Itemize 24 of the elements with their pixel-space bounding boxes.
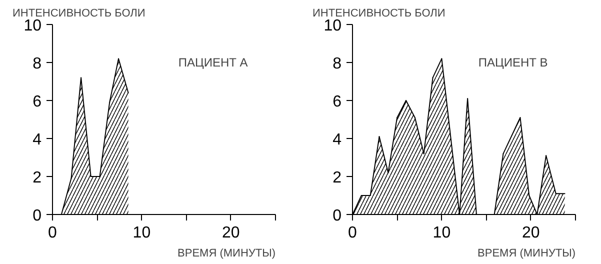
y-axis-title: ИНТЕНСИВНОСТЬ БОЛИ	[12, 8, 146, 20]
y-tick-label: 2	[332, 170, 342, 186]
y-tick-label: 4	[332, 132, 342, 148]
y-tick-label: 10	[324, 18, 342, 34]
y-tick-label: 8	[32, 56, 42, 72]
y-tick-label: 4	[32, 132, 42, 148]
x-tick-label: 0	[348, 224, 358, 242]
x-tick-label: 0	[48, 224, 58, 242]
y-tick-label: 8	[332, 56, 342, 72]
x-tick-label: 20	[222, 224, 240, 242]
y-tick-label: 6	[332, 94, 342, 110]
y-axis-title: ИНТЕНСИВНОСТЬ БОЛИ	[312, 8, 446, 20]
x-tick-label: 20	[522, 224, 540, 242]
x-axis-title: ВРЕМЯ (МИНУТЫ)	[478, 248, 576, 260]
x-axis-title: ВРЕМЯ (МИНУТЫ)	[178, 248, 276, 260]
y-tick-label: 2	[32, 170, 42, 186]
y-tick-label: 0	[32, 208, 42, 224]
text: ПАЦИЕНТ А	[178, 56, 248, 70]
y-tick-label: 10	[24, 18, 42, 34]
y-tick-label: 6	[32, 94, 42, 110]
x-tick-label: 10	[132, 224, 151, 242]
y-tick-label: 0	[332, 208, 342, 224]
x-tick-label: 10	[432, 224, 451, 242]
text: ПАЦИЕНТ В	[478, 56, 548, 70]
